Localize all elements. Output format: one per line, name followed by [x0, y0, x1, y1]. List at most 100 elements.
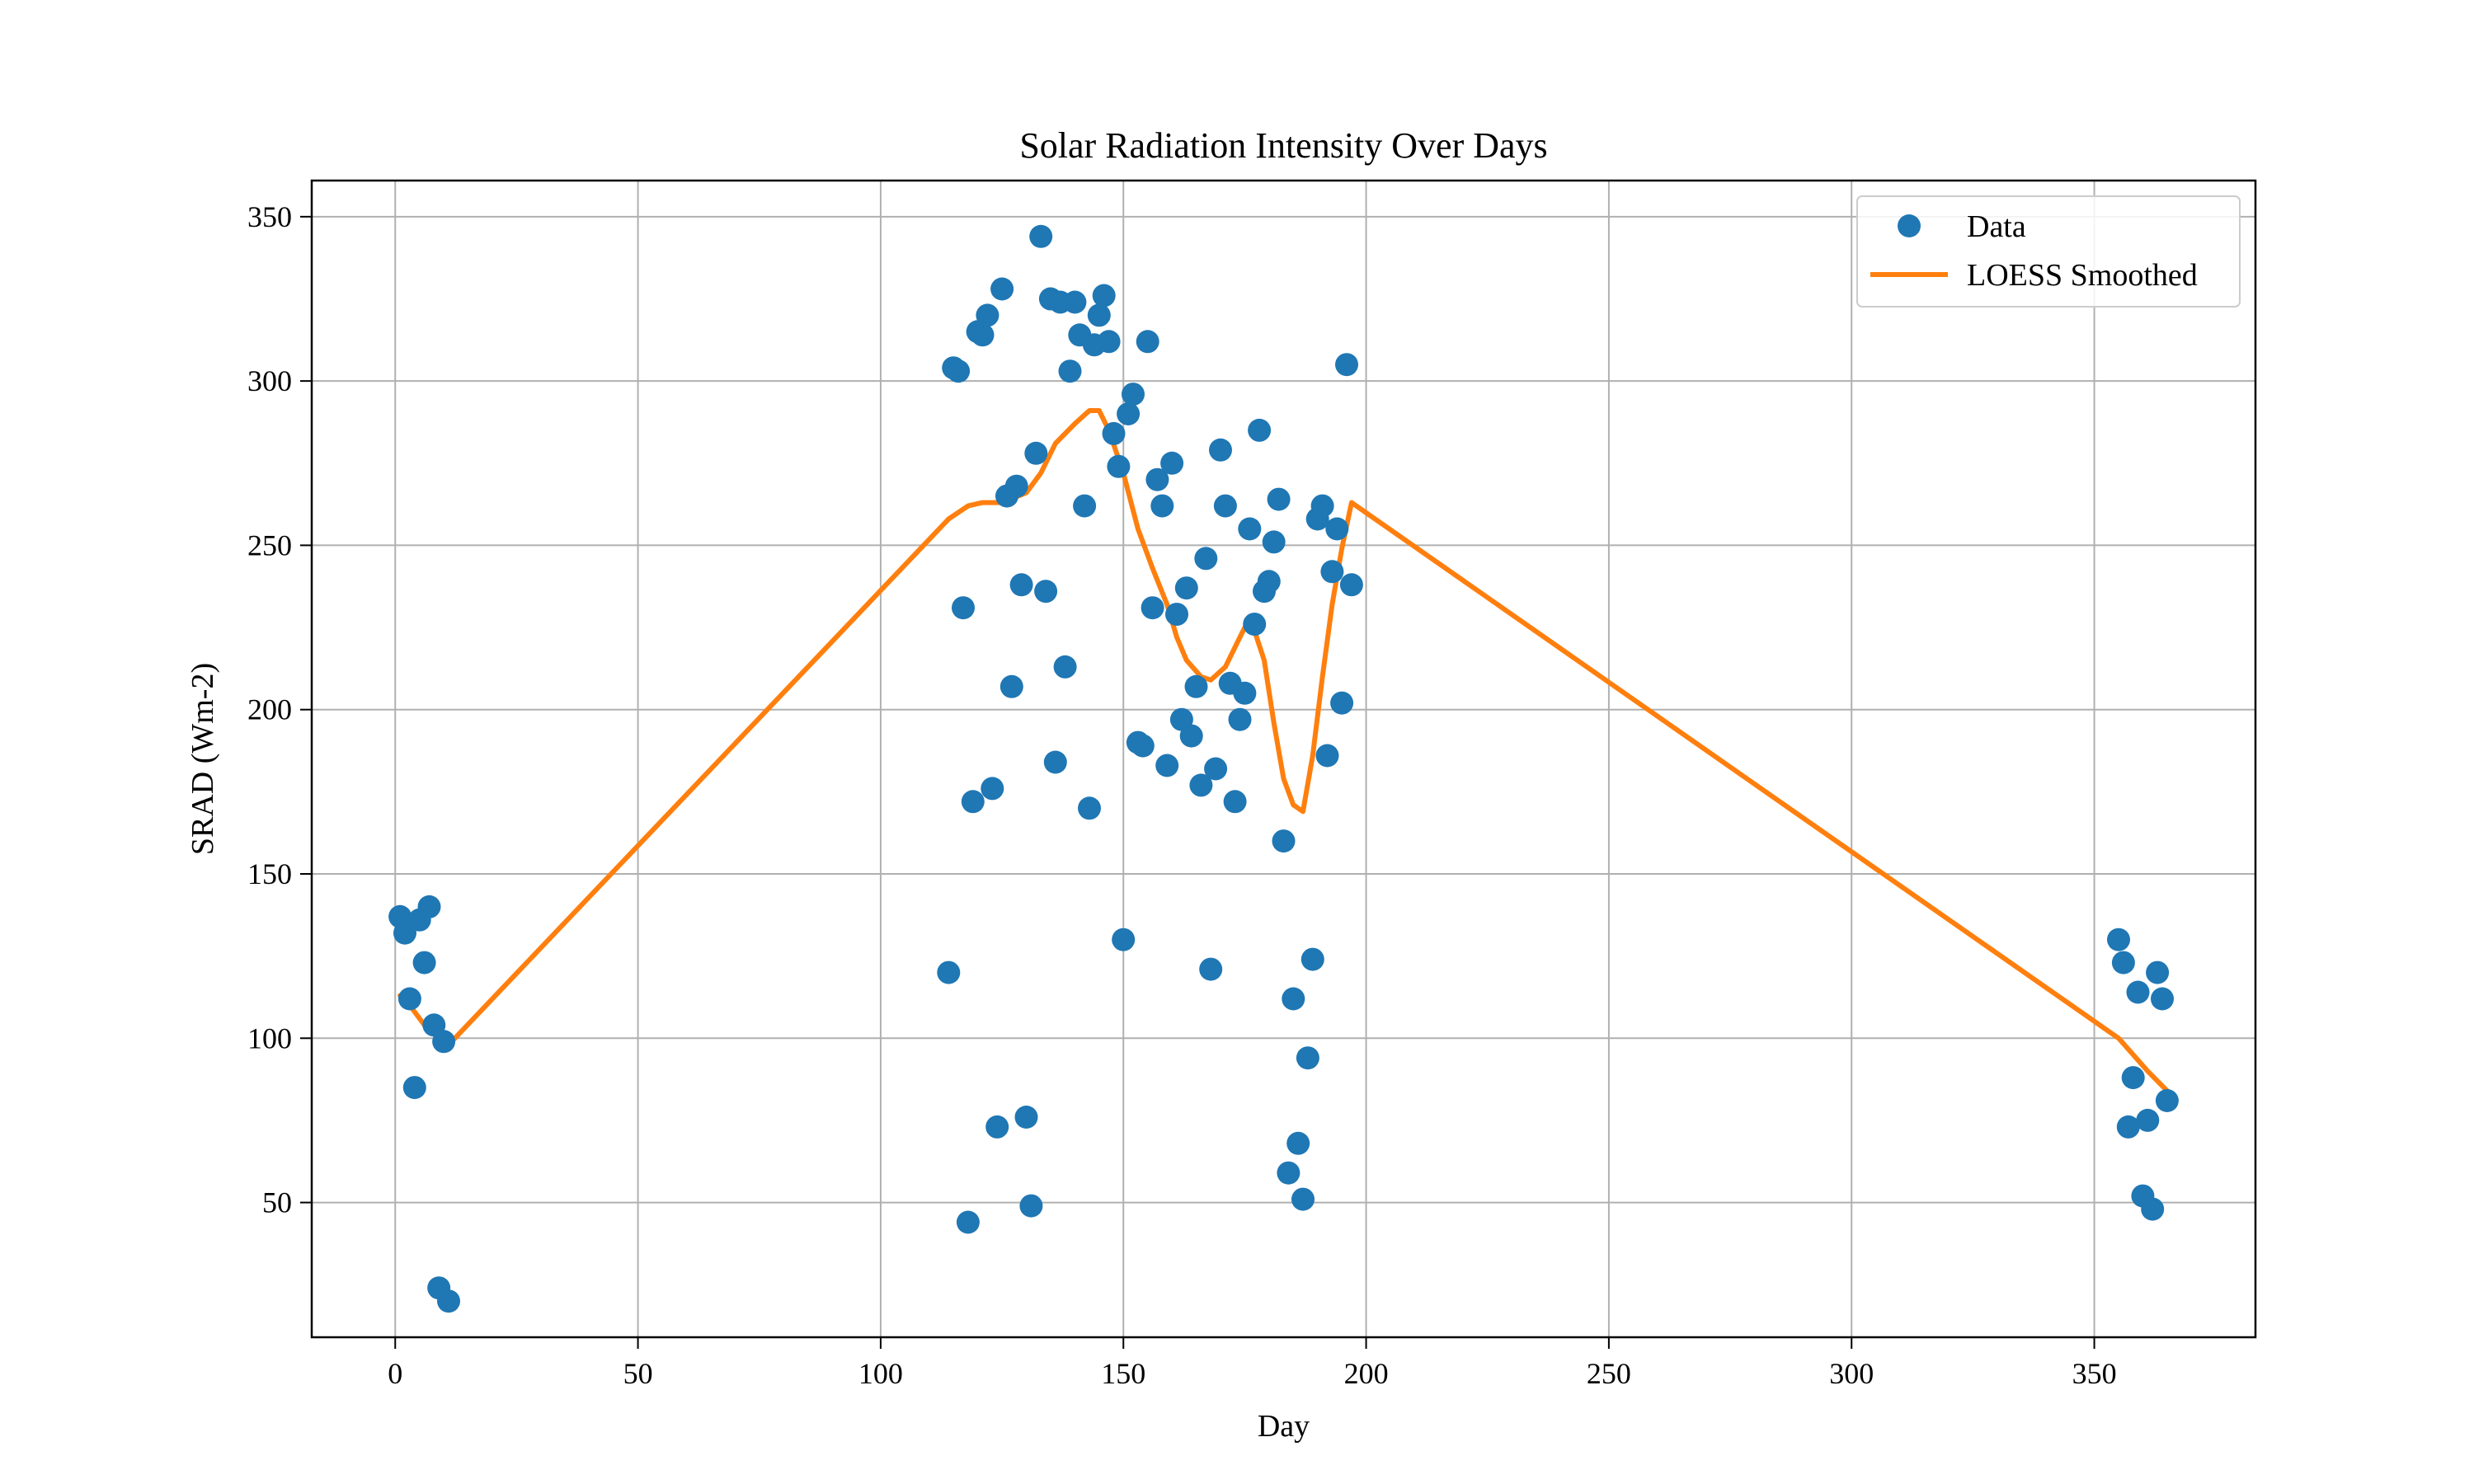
data-point: [1282, 987, 1305, 1011]
grid-layer: [312, 181, 2255, 1337]
data-point: [1063, 290, 1087, 314]
data-point: [1184, 674, 1208, 698]
legend-smooth-label: LOESS Smoothed: [1967, 258, 2198, 293]
data-point: [2141, 1197, 2165, 1221]
data-point: [1078, 796, 1101, 820]
data-point: [1029, 224, 1053, 248]
data-point: [976, 303, 999, 327]
data-point: [1330, 691, 1354, 715]
data-point: [1087, 303, 1111, 327]
data-point: [2107, 928, 2130, 951]
data-point: [1136, 330, 1159, 354]
data-point: [1300, 947, 1324, 971]
data-point: [1043, 750, 1067, 774]
data-point: [1019, 1194, 1043, 1218]
x-tick-label: 50: [623, 1357, 653, 1390]
data-point: [985, 1115, 1009, 1139]
data-point: [1112, 928, 1136, 951]
data-point: [397, 987, 421, 1011]
data-point: [432, 1030, 456, 1054]
x-tick-label: 250: [1587, 1357, 1631, 1390]
x-tick-label: 350: [2072, 1357, 2117, 1390]
data-point: [1223, 790, 1247, 814]
legend-box: [1856, 195, 2241, 308]
data-point: [1325, 517, 1349, 541]
data-point: [1238, 517, 1262, 541]
data-point: [1296, 1046, 1319, 1070]
data-point: [1189, 773, 1213, 797]
data-point: [1073, 494, 1097, 518]
data-point: [1291, 1187, 1315, 1211]
data-point: [437, 1289, 460, 1313]
data-point: [1150, 494, 1174, 518]
data-point: [417, 895, 441, 918]
data-point: [1199, 957, 1223, 981]
legend-data-label: Data: [1967, 209, 2026, 244]
data-point: [1257, 570, 1281, 594]
y-tick-label: 300: [247, 364, 292, 397]
x-tick-label: 300: [1829, 1357, 1874, 1390]
x-axis-title: Day: [1258, 1409, 1310, 1444]
y-tick-label: 150: [247, 857, 292, 890]
data-point: [1122, 383, 1145, 406]
data-point: [1233, 681, 1257, 705]
chart-title: Solar Radiation Intensity Over Days: [1019, 125, 1547, 166]
data-point: [1310, 494, 1334, 518]
data-point: [1155, 754, 1179, 777]
x-tick-label: 0: [388, 1357, 402, 1390]
data-point: [1272, 829, 1296, 853]
data-point: [1339, 573, 1363, 597]
data-point: [1141, 596, 1164, 620]
y-tick-label: 50: [262, 1186, 292, 1219]
data-point: [947, 359, 971, 383]
data-point: [990, 277, 1014, 301]
data-point: [2116, 1115, 2140, 1139]
y-tick-label: 200: [247, 693, 292, 726]
data-point: [952, 596, 975, 620]
data-point: [1267, 487, 1291, 511]
data-point: [2151, 987, 2174, 1011]
data-point: [1194, 547, 1218, 571]
data-point: [1277, 1161, 1300, 1185]
data-point: [1204, 757, 1228, 781]
data-point: [1165, 603, 1188, 627]
data-point: [1228, 707, 1252, 731]
data-point: [1058, 359, 1082, 383]
data-point: [1131, 734, 1155, 758]
data-point: [1024, 441, 1048, 465]
data-point: [1107, 454, 1131, 478]
data-point: [2126, 980, 2150, 1004]
x-tick-label: 200: [1344, 1357, 1389, 1390]
plot-frame: [310, 179, 2257, 1339]
data-point: [961, 790, 985, 814]
data-point: [1092, 284, 1116, 308]
tick-layer: 0 50 100 150 200 250 300 350 50 100 150 200 250 300 35…: [247, 200, 2117, 1390]
data-point: [1145, 467, 1169, 491]
data-point: [956, 1210, 980, 1234]
data-point: [2111, 951, 2135, 974]
y-axis-title: SRAD (Wm-2): [186, 663, 220, 855]
data-point: [1009, 573, 1033, 597]
data-point: [1315, 744, 1339, 768]
data-point: [1034, 580, 1058, 603]
loess-smoothed-line: [397, 408, 2170, 1094]
data-point: [2155, 1089, 2179, 1112]
data-point: [1117, 402, 1141, 425]
y-tick-label: 350: [247, 200, 292, 233]
data-point: [1097, 330, 1121, 354]
data-point: [1004, 474, 1028, 498]
data-point: [1213, 494, 1237, 518]
x-tick-label: 100: [858, 1357, 903, 1390]
data-point: [1160, 451, 1184, 475]
data-point: [1335, 353, 1358, 377]
data-point: [412, 951, 436, 974]
data-point: [1209, 438, 1232, 462]
line-layer: [397, 408, 2170, 1094]
data-point: [1179, 724, 1203, 748]
y-tick-label: 100: [247, 1021, 292, 1054]
x-tick-label: 150: [1101, 1357, 1145, 1390]
data-point: [1243, 613, 1267, 636]
data-point: [1286, 1131, 1310, 1155]
legend: Data LOESS Smoothed: [1856, 195, 2241, 308]
